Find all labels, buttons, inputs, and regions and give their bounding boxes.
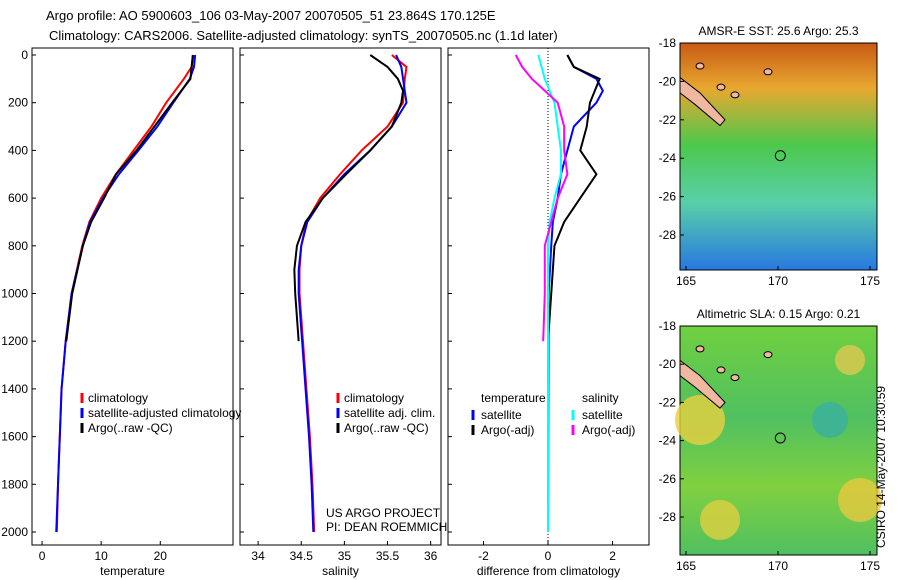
y-tick-label: 600 bbox=[8, 191, 28, 205]
island bbox=[695, 62, 705, 70]
sla-blob bbox=[838, 478, 882, 522]
float-position-marker bbox=[774, 432, 786, 444]
map-field bbox=[679, 42, 878, 271]
y-tick-label: 0 bbox=[21, 48, 28, 62]
sla-blob bbox=[700, 500, 740, 540]
island bbox=[763, 68, 773, 76]
x-tick-label: 35 bbox=[338, 549, 352, 563]
legend-label: satellite bbox=[481, 408, 522, 422]
lat-tick-label: -28 bbox=[659, 510, 677, 524]
map-title: AMSR-E SST: 25.6 Argo: 25.3 bbox=[698, 24, 858, 38]
lat-tick-label: -28 bbox=[659, 228, 677, 242]
y-tick-label: 1600 bbox=[1, 430, 28, 444]
x-axis-label: difference from climatology bbox=[477, 564, 620, 578]
x-axis-label: temperature bbox=[100, 564, 165, 578]
legend-header: salinity bbox=[582, 391, 619, 405]
y-tick-label: 1400 bbox=[1, 382, 28, 396]
island bbox=[763, 351, 773, 359]
series-line-climatology bbox=[55, 54, 195, 533]
y-tick-label: 1200 bbox=[1, 334, 28, 348]
series-line-climatology bbox=[298, 54, 408, 533]
x-axis-label: salinity bbox=[322, 564, 359, 578]
legend-label: climatology bbox=[344, 391, 404, 405]
lat-tick-label: -24 bbox=[659, 434, 677, 448]
new-caledonia-land bbox=[679, 359, 726, 409]
credit-text: PI: DEAN ROEMMICH bbox=[326, 520, 447, 534]
side-label: CSIRO 14-May-2007 10:30:59 bbox=[874, 385, 888, 548]
y-tick-label: 1800 bbox=[1, 477, 28, 491]
lon-tick-label: 170 bbox=[768, 274, 788, 288]
legend-label: Argo(-adj) bbox=[481, 423, 534, 437]
series-line-temperature-argo-adj- bbox=[547, 54, 601, 532]
x-tick-label: 10 bbox=[94, 549, 108, 563]
x-tick-label: 35.5 bbox=[376, 549, 400, 563]
sla-blob bbox=[675, 395, 725, 445]
sla-blob bbox=[835, 345, 865, 375]
island bbox=[695, 345, 705, 353]
island bbox=[716, 83, 726, 91]
y-tick-label: 200 bbox=[8, 96, 28, 110]
panel-frame-2 bbox=[239, 47, 442, 546]
lat-tick-label: -22 bbox=[659, 113, 677, 127]
x-tick-label: 0 bbox=[39, 549, 46, 563]
credit-text: US ARGO PROJECT bbox=[326, 506, 441, 520]
x-tick-label: 2 bbox=[609, 549, 616, 563]
panel-frame-1 bbox=[31, 47, 234, 546]
series-line-salinity-argo-adj- bbox=[514, 54, 569, 342]
series-line-satellite-adjusted-climatology bbox=[55, 54, 197, 533]
lon-tick-label: 175 bbox=[860, 559, 880, 573]
legend-header: temperature bbox=[481, 391, 546, 405]
lat-tick-label: -18 bbox=[659, 36, 677, 50]
series-line-argo-raw-qc- bbox=[65, 54, 194, 342]
lat-tick-label: -22 bbox=[659, 395, 677, 409]
island bbox=[716, 366, 726, 374]
lon-tick-label: 170 bbox=[768, 559, 788, 573]
y-tick-label: 800 bbox=[8, 239, 28, 253]
legend-label: Argo(..raw -QC) bbox=[344, 421, 429, 435]
series-line-satellite-adj-clim- bbox=[297, 54, 408, 533]
x-tick-label: 0 bbox=[545, 549, 552, 563]
legend-label: Argo(-adj) bbox=[582, 423, 635, 437]
new-caledonia-land bbox=[679, 76, 726, 127]
legend-label: climatology bbox=[88, 391, 148, 405]
lon-tick-label: 175 bbox=[860, 274, 880, 288]
lon-tick-label: 165 bbox=[676, 559, 696, 573]
sla-blob bbox=[812, 402, 848, 438]
x-tick-label: 34.5 bbox=[290, 549, 314, 563]
island bbox=[730, 374, 740, 382]
lat-tick-label: -18 bbox=[659, 319, 677, 333]
series-line-argo-raw-qc- bbox=[293, 54, 405, 342]
lat-tick-label: -20 bbox=[659, 357, 677, 371]
y-tick-label: 400 bbox=[8, 143, 28, 157]
float-position-marker bbox=[774, 150, 786, 162]
lat-tick-label: -20 bbox=[659, 74, 677, 88]
legend-label: satellite adj. clim. bbox=[344, 406, 435, 420]
lat-tick-label: -26 bbox=[659, 190, 677, 204]
lat-tick-label: -24 bbox=[659, 151, 677, 165]
lon-tick-label: 165 bbox=[676, 274, 696, 288]
x-tick-label: 36 bbox=[424, 549, 438, 563]
y-tick-label: 2000 bbox=[1, 525, 28, 539]
map-title: Altimetric SLA: 0.15 Argo: 0.21 bbox=[697, 307, 861, 321]
legend-label: satellite bbox=[582, 408, 623, 422]
x-tick-label: 34 bbox=[251, 549, 265, 563]
x-tick-label: -2 bbox=[478, 549, 489, 563]
series-line-temperature-satellite bbox=[547, 54, 605, 533]
y-tick-label: 1000 bbox=[1, 287, 28, 301]
title-line-1: Argo profile: AO 5900603_106 03-May-2007… bbox=[46, 8, 496, 23]
island bbox=[730, 91, 740, 99]
legend-label: satellite-adjusted climatology bbox=[88, 406, 241, 420]
legend-label: Argo(..raw -QC) bbox=[88, 421, 173, 435]
lat-tick-label: -26 bbox=[659, 472, 677, 486]
x-tick-label: 20 bbox=[154, 549, 168, 563]
title-line-2: Climatology: CARS2006. Satellite-adjuste… bbox=[49, 28, 558, 43]
